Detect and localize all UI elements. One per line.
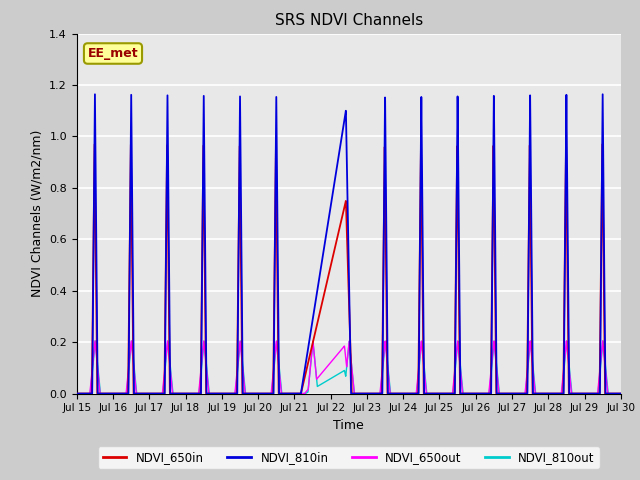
X-axis label: Time: Time bbox=[333, 419, 364, 432]
Title: SRS NDVI Channels: SRS NDVI Channels bbox=[275, 13, 423, 28]
Text: EE_met: EE_met bbox=[88, 47, 138, 60]
Legend: NDVI_650in, NDVI_810in, NDVI_650out, NDVI_810out: NDVI_650in, NDVI_810in, NDVI_650out, NDV… bbox=[98, 446, 600, 469]
Y-axis label: NDVI Channels (W/m2/nm): NDVI Channels (W/m2/nm) bbox=[31, 130, 44, 297]
